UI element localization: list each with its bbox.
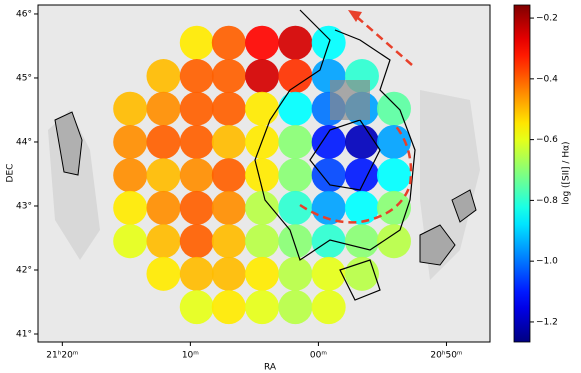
x-tick-label: 00ᵐ	[310, 351, 327, 361]
masked-region	[330, 80, 370, 120]
point	[179, 59, 214, 94]
y-tick-label: 46°	[16, 9, 32, 19]
point	[245, 190, 280, 225]
x-tick-label: 21ʰ20ᵐ	[46, 351, 79, 361]
point	[211, 91, 246, 126]
y-tick-label: 45°	[16, 73, 32, 83]
point	[211, 224, 246, 259]
point	[376, 158, 411, 193]
point	[245, 158, 280, 193]
colorbar-tick-label: −1.0	[536, 257, 558, 267]
point	[179, 290, 214, 325]
point	[179, 224, 214, 259]
point	[211, 158, 246, 193]
point	[113, 91, 148, 126]
point	[179, 190, 214, 225]
x-tick-label: 20ʰ50ᵐ	[430, 351, 463, 361]
colorbar-tick-label: −0.4	[536, 74, 558, 84]
point	[211, 124, 246, 159]
point	[179, 256, 214, 291]
point	[311, 290, 346, 325]
y-tick-label: 41°	[16, 329, 32, 339]
point	[211, 256, 246, 291]
point	[278, 256, 313, 291]
point	[113, 190, 148, 225]
point	[278, 124, 313, 159]
colorbar-label: log ([SII] / Hα)	[562, 141, 572, 204]
colorbar-tick-label: −1.2	[536, 317, 558, 327]
arrow-head	[348, 10, 362, 22]
colorbar-tick-label: −0.8	[536, 196, 558, 206]
point	[278, 290, 313, 325]
point	[278, 59, 313, 94]
point	[179, 91, 214, 126]
colorbar	[513, 4, 531, 343]
plot-frame	[37, 4, 491, 343]
point	[376, 190, 411, 225]
point	[245, 290, 280, 325]
point	[311, 124, 346, 159]
point	[311, 158, 346, 193]
y-tick-label: 42°	[16, 265, 32, 275]
point	[278, 158, 313, 193]
point	[344, 158, 379, 193]
point	[344, 190, 379, 225]
point	[245, 25, 280, 60]
colorbar-tick-label: −0.6	[536, 135, 558, 145]
point	[179, 124, 214, 159]
point	[344, 124, 379, 159]
point	[311, 256, 346, 291]
point	[113, 124, 148, 159]
point	[245, 91, 280, 126]
point	[376, 124, 411, 159]
point	[278, 224, 313, 259]
point	[245, 59, 280, 94]
point	[211, 25, 246, 60]
point	[278, 91, 313, 126]
colorbar-tick-label: −0.2	[536, 14, 558, 24]
point	[376, 224, 411, 259]
point	[278, 25, 313, 60]
point	[211, 190, 246, 225]
annotations	[299, 17, 413, 224]
point	[113, 224, 148, 259]
point	[278, 190, 313, 225]
point	[146, 91, 181, 126]
point	[344, 256, 379, 291]
point	[179, 158, 214, 193]
point	[245, 256, 280, 291]
y-tick-label: 43°	[16, 201, 32, 211]
points-layer	[113, 25, 411, 325]
point	[146, 59, 181, 94]
point	[179, 25, 214, 60]
point	[376, 91, 411, 126]
point	[245, 224, 280, 259]
point	[146, 190, 181, 225]
y-tick-label: 44°	[16, 137, 32, 147]
point	[311, 190, 346, 225]
point	[146, 158, 181, 193]
point	[211, 59, 246, 94]
point	[344, 224, 379, 259]
y-axis-label: DEC	[6, 164, 16, 183]
point	[113, 158, 148, 193]
point	[146, 124, 181, 159]
point	[211, 290, 246, 325]
x-tick-label: 10ᵐ	[182, 351, 199, 361]
point	[146, 256, 181, 291]
point	[146, 224, 181, 259]
x-axis-label: RA	[264, 363, 277, 373]
